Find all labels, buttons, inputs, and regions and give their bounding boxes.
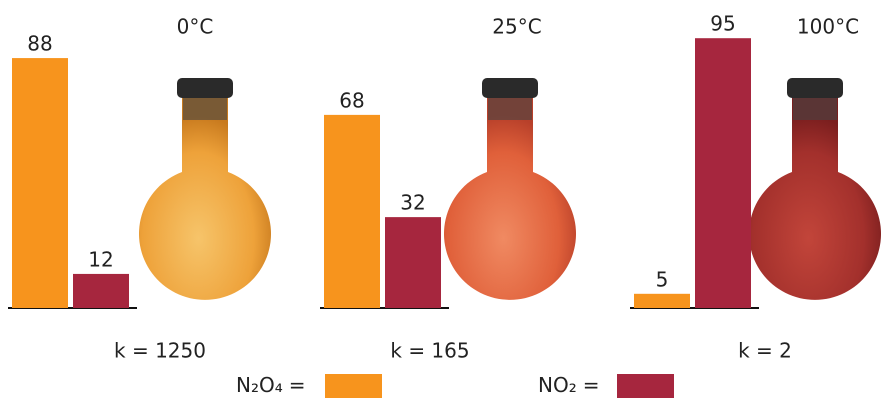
panel-title: 100°C bbox=[797, 15, 859, 39]
legend-item: N₂O₄ = bbox=[236, 373, 382, 398]
flask bbox=[139, 78, 271, 300]
value-label: 12 bbox=[88, 247, 113, 271]
legend-separator: = bbox=[289, 373, 306, 397]
value-label: 5 bbox=[656, 267, 669, 291]
value-label: 95 bbox=[710, 12, 735, 36]
flask bbox=[444, 78, 576, 300]
bar bbox=[695, 38, 751, 308]
flask bbox=[749, 78, 881, 300]
value-label: 88 bbox=[27, 32, 52, 56]
bar bbox=[634, 293, 690, 308]
legend-label: NO₂ = bbox=[538, 373, 600, 397]
value-label: 32 bbox=[400, 191, 425, 215]
legend-item: NO₂ = bbox=[538, 373, 674, 398]
bar bbox=[73, 273, 129, 308]
k-label: k = 1250 bbox=[114, 339, 206, 363]
k-label: k = 2 bbox=[738, 339, 792, 363]
legend-label: N₂O₄ = bbox=[236, 373, 306, 397]
bar bbox=[385, 217, 441, 308]
legend-swatch bbox=[617, 374, 674, 398]
panel-title: 25°C bbox=[492, 15, 541, 39]
bar bbox=[12, 58, 68, 308]
bar bbox=[324, 114, 380, 308]
legend-name: NO₂ bbox=[538, 373, 577, 397]
legend-swatch bbox=[325, 374, 382, 398]
legend-name: N₂O₄ bbox=[236, 373, 283, 397]
value-label: 68 bbox=[339, 88, 364, 112]
panel-title: 0°C bbox=[177, 15, 214, 39]
legend-separator: = bbox=[583, 373, 600, 397]
k-label: k = 165 bbox=[390, 339, 469, 363]
